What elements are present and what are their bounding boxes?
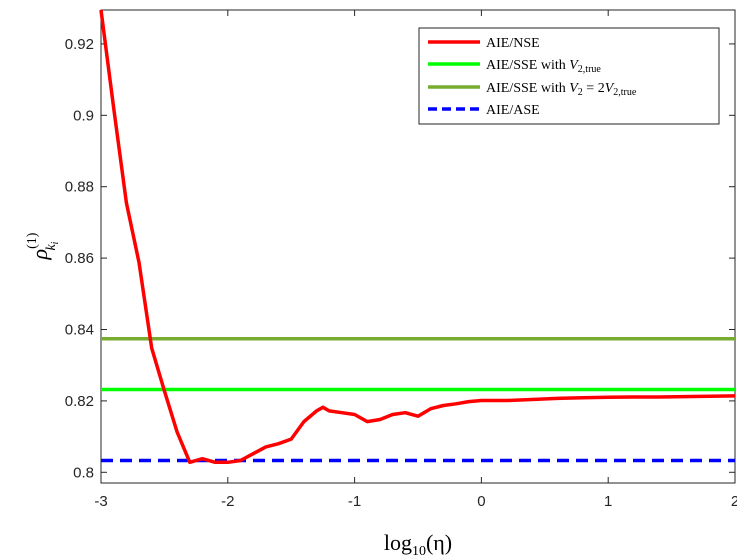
- legend-label-aie-sse-2true-mid: = 2: [583, 81, 605, 96]
- y-tick-label: 0.92: [65, 36, 94, 53]
- legend-label-aie-sse-2true-pre: AIE/SSE with: [486, 81, 569, 96]
- y-tick-label: 0.84: [65, 321, 94, 338]
- legend-label-aie-nse: AIE/NSE: [486, 36, 540, 51]
- legend-label-aie-sse-true-sub: 2,true: [578, 64, 602, 75]
- y-axis-label-sup: (1): [25, 232, 40, 249]
- y-axis-ticks: 0.8 0.82 0.84 0.86 0.88 0.9 0.92: [65, 36, 735, 481]
- y-axis-label-sub: k: [44, 244, 59, 251]
- y-tick-label: 0.8: [73, 464, 94, 481]
- series-layer: [99, 9, 736, 465]
- y-tick-label: 0.9: [73, 107, 94, 124]
- y-tick-label: 0.86: [65, 250, 94, 267]
- x-tick-label: 2: [731, 493, 737, 510]
- legend-label-aie-ase: AIE/ASE: [486, 103, 540, 118]
- legend-label-aie-sse-true: AIE/SSE with V2,true: [486, 58, 601, 75]
- x-tick-label: 1: [604, 493, 612, 510]
- x-axis-ticks: -3 -2 -1 0 1 2: [94, 10, 737, 510]
- y-tick-label: 0.88: [65, 179, 94, 196]
- legend-label-aie-sse-2true-var: V: [569, 81, 579, 96]
- x-tick-label: 0: [477, 493, 485, 510]
- x-axis-label-post: (η): [426, 530, 452, 555]
- y-axis-label-subsub: i: [50, 241, 61, 244]
- x-tick-label: -2: [221, 493, 234, 510]
- x-axis-label-pre: log: [384, 530, 412, 555]
- y-axis-label: ρ(1) ki: [25, 232, 61, 260]
- x-tick-label: -3: [94, 493, 107, 510]
- legend-label-aie-sse-true-pre: AIE/SSE with: [486, 58, 569, 73]
- series-line-0: [99, 9, 736, 465]
- legend-label-aie-sse-2true-sub2: 2,true: [613, 87, 637, 98]
- legend-label-aie-sse-true-var: V: [569, 58, 579, 73]
- y-tick-label: 0.82: [65, 393, 94, 410]
- x-tick-label: -1: [348, 493, 361, 510]
- legend-label-aie-sse-2true-sub: 2: [578, 87, 583, 98]
- x-axis-label: log10(η): [384, 530, 452, 555]
- legend: AIE/NSE AIE/SSE with V2,true AIE/SSE wit…: [418, 27, 720, 125]
- legend-label-aie-sse-2true: AIE/SSE with V2 = 2V2,true: [486, 81, 637, 98]
- x-axis-label-sub: 10: [412, 544, 426, 555]
- y-axis-label-base: ρ: [27, 249, 52, 261]
- legend-label-aie-sse-2true-var2: V: [605, 81, 615, 96]
- legend-box: [418, 27, 720, 125]
